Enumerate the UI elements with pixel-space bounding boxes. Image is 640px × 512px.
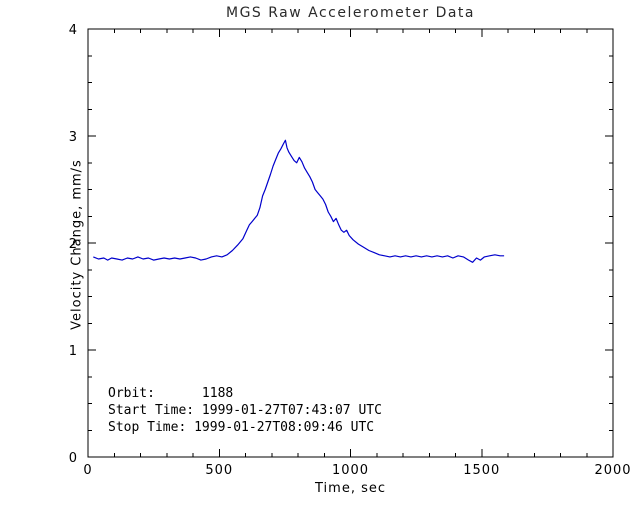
y-tick-label: 4 — [69, 23, 78, 38]
x-tick-label: 0 — [83, 463, 92, 478]
x-tick-label: 500 — [205, 463, 233, 478]
annotation-stop-time: Stop Time: 1999-01-27T08:09:46 UTC — [108, 420, 375, 435]
y-tick-label: 3 — [69, 130, 78, 145]
y-tick-label: 2 — [69, 237, 78, 252]
x-tick-label: 2000 — [594, 463, 631, 478]
y-axis-label: Velocity Change, mm/s — [69, 159, 85, 330]
annotation-orbit: Orbit: 1188 — [108, 386, 234, 401]
x-tick-label: 1500 — [463, 463, 500, 478]
annotation-start-time: Start Time: 1999-01-27T07:43:07 UTC — [108, 403, 382, 418]
data-line-velocity_change — [93, 139, 505, 263]
chart-title: MGS Raw Accelerometer Data — [225, 5, 475, 21]
y-tick-label: 0 — [69, 451, 78, 466]
x-axis-label: Time, sec — [315, 481, 386, 496]
y-tick-label: 1 — [69, 344, 78, 359]
x-tick-label: 1000 — [332, 463, 369, 478]
